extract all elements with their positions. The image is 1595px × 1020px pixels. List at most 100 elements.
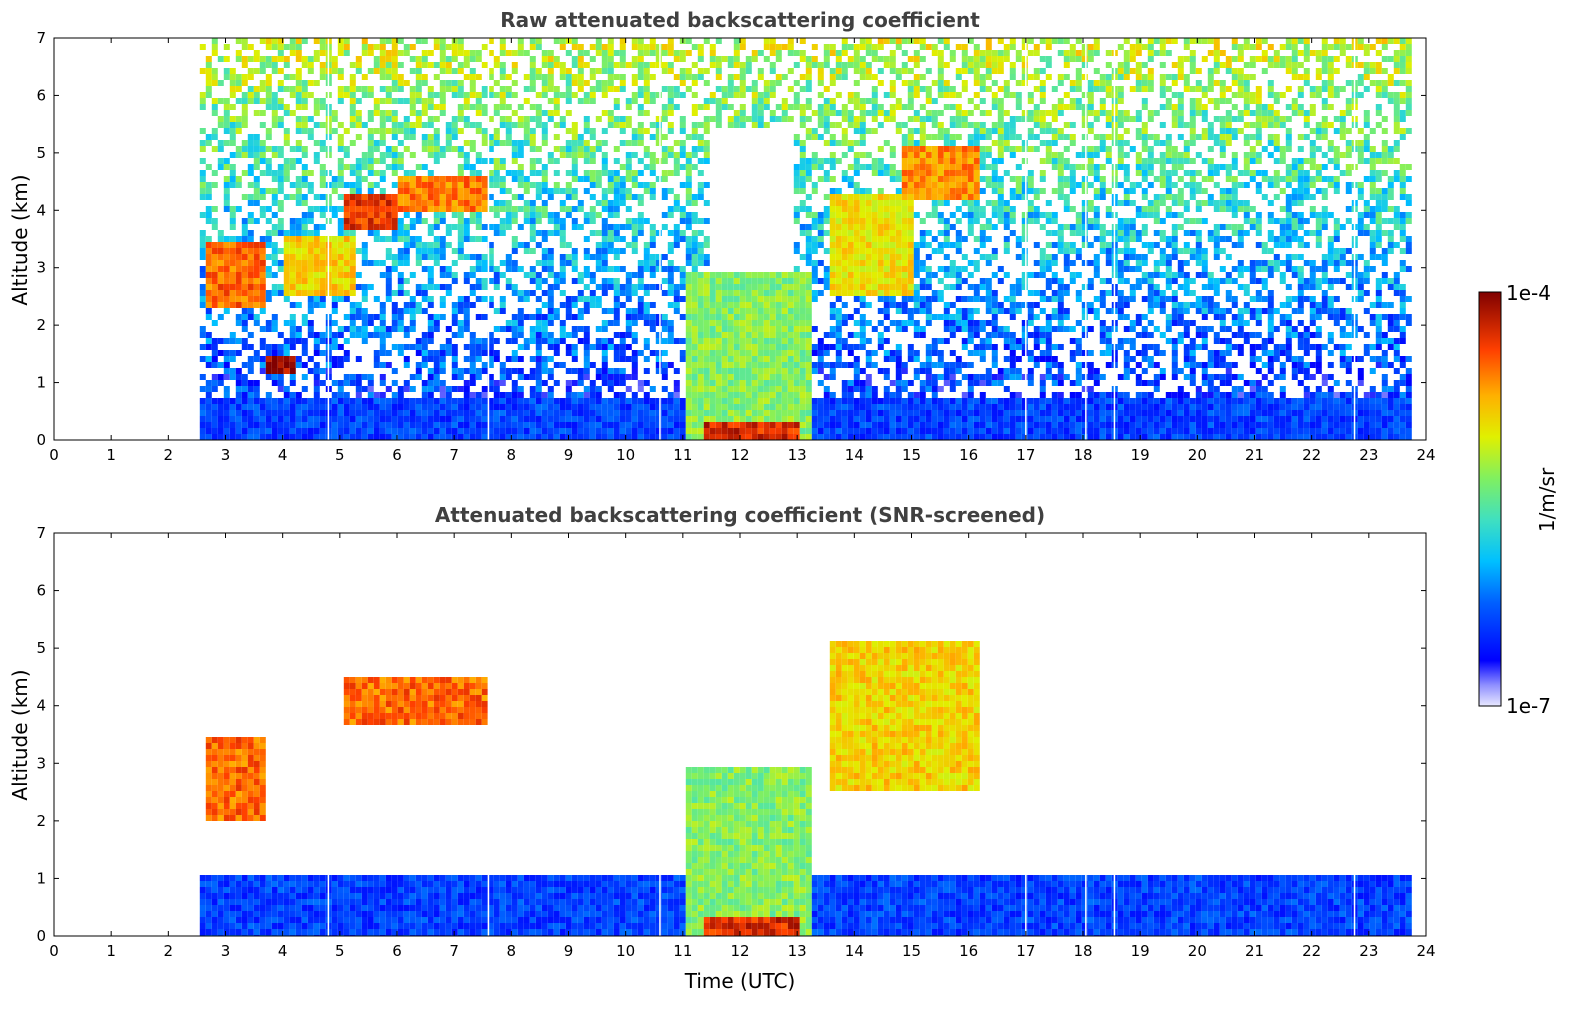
heatmap-cell [643, 302, 650, 308]
heatmap-cell [517, 122, 524, 128]
heatmap-cell [301, 320, 308, 326]
heatmap-cell [343, 410, 350, 416]
heatmap-cell [427, 224, 434, 230]
chart-title: Raw attenuated backscattering coefficien… [500, 8, 980, 32]
heatmap-cell [553, 434, 560, 440]
heatmap-cell [541, 356, 548, 362]
heatmap-cell [823, 158, 830, 164]
heatmap-cell [679, 146, 686, 152]
heatmap-cell [661, 68, 668, 74]
heatmap-cell [235, 86, 242, 92]
heatmap-cell [859, 164, 866, 170]
heatmap-cell [667, 326, 674, 332]
heatmap-cell [661, 116, 668, 122]
heatmap-cell [691, 302, 698, 308]
heatmap-cell [421, 176, 428, 182]
heatmap-cell [427, 272, 434, 278]
heatmap-cell [703, 434, 710, 440]
heatmap-cell [853, 98, 860, 104]
heatmap-cell [553, 428, 560, 434]
heatmap-cell [637, 38, 644, 44]
heatmap-cell [421, 356, 428, 362]
heatmap-cell [895, 248, 902, 254]
heatmap-cell [271, 248, 278, 254]
heatmap-cell [889, 302, 896, 308]
heatmap-cell [835, 158, 842, 164]
heatmap-cell [541, 182, 548, 188]
heatmap-cell [301, 86, 308, 92]
heatmap-cell [883, 422, 890, 428]
heatmap-cell [319, 176, 326, 182]
heatmap-cell [775, 380, 782, 386]
heatmap-cell [319, 266, 326, 272]
heatmap-cell [583, 284, 590, 290]
heatmap-cell [691, 74, 698, 80]
heatmap-cell [589, 128, 596, 134]
heatmap-cell [379, 410, 386, 416]
heatmap-cell [811, 278, 818, 284]
heatmap-cell [643, 284, 650, 290]
heatmap-cell [727, 308, 734, 314]
heatmap-cell [643, 128, 650, 134]
heatmap-cell [805, 194, 812, 200]
heatmap-cell [439, 152, 446, 158]
heatmap-cell [799, 410, 806, 416]
heatmap-cell [379, 188, 386, 194]
heatmap-cell [811, 236, 818, 242]
heatmap-cell [877, 344, 884, 350]
heatmap-cell [649, 416, 656, 422]
heatmap-cell [517, 398, 524, 404]
heatmap-cell [373, 296, 380, 302]
heatmap-cell [415, 110, 422, 116]
heatmap-cell [541, 368, 548, 374]
heatmap-cell [829, 290, 836, 296]
heatmap-cell [631, 350, 638, 356]
heatmap-cell [865, 392, 872, 398]
heatmap-cell [307, 248, 314, 254]
heatmap-cell [505, 200, 512, 206]
heatmap-cell [247, 182, 254, 188]
heatmap-cell [757, 122, 764, 128]
heatmap-cell [607, 308, 614, 314]
heatmap-cell [361, 374, 368, 380]
heatmap-cell [775, 290, 782, 296]
heatmap-cell [451, 122, 458, 128]
heatmap-cell [541, 392, 548, 398]
heatmap-cell [259, 110, 266, 116]
heatmap-cell [349, 110, 356, 116]
heatmap-cell [631, 218, 638, 224]
heatmap-cell [751, 398, 758, 404]
heatmap-cell [883, 242, 890, 248]
heatmap-cell [331, 254, 338, 260]
heatmap-cell [391, 134, 398, 140]
heatmap-cell [703, 332, 710, 338]
heatmap-cell [349, 242, 356, 248]
heatmap-cell [889, 272, 896, 278]
heatmap-cell [229, 218, 236, 224]
heatmap-cell [337, 44, 344, 50]
heatmap-cell [823, 230, 830, 236]
heatmap-cell [649, 284, 656, 290]
heatmap-cell [703, 68, 710, 74]
heatmap-cell [367, 206, 374, 212]
heatmap-cell [655, 350, 662, 356]
heatmap-cell [205, 386, 212, 392]
heatmap-cell [877, 422, 884, 428]
heatmap-cell [739, 290, 746, 296]
heatmap-cell [889, 380, 896, 386]
heatmap-cell [199, 326, 206, 332]
heatmap-cell [727, 302, 734, 308]
heatmap-cell [847, 428, 854, 434]
heatmap-cell [769, 92, 776, 98]
heatmap-cell [787, 422, 794, 428]
heatmap-cell [457, 152, 464, 158]
heatmap-cell [445, 206, 452, 212]
heatmap-cell [241, 374, 248, 380]
heatmap-cell [853, 164, 860, 170]
heatmap-cell [205, 68, 212, 74]
heatmap-cell [415, 422, 422, 428]
heatmap-cell [289, 434, 296, 440]
heatmap-cell [541, 236, 548, 242]
heatmap-cell [541, 170, 548, 176]
heatmap-cell [805, 428, 812, 434]
